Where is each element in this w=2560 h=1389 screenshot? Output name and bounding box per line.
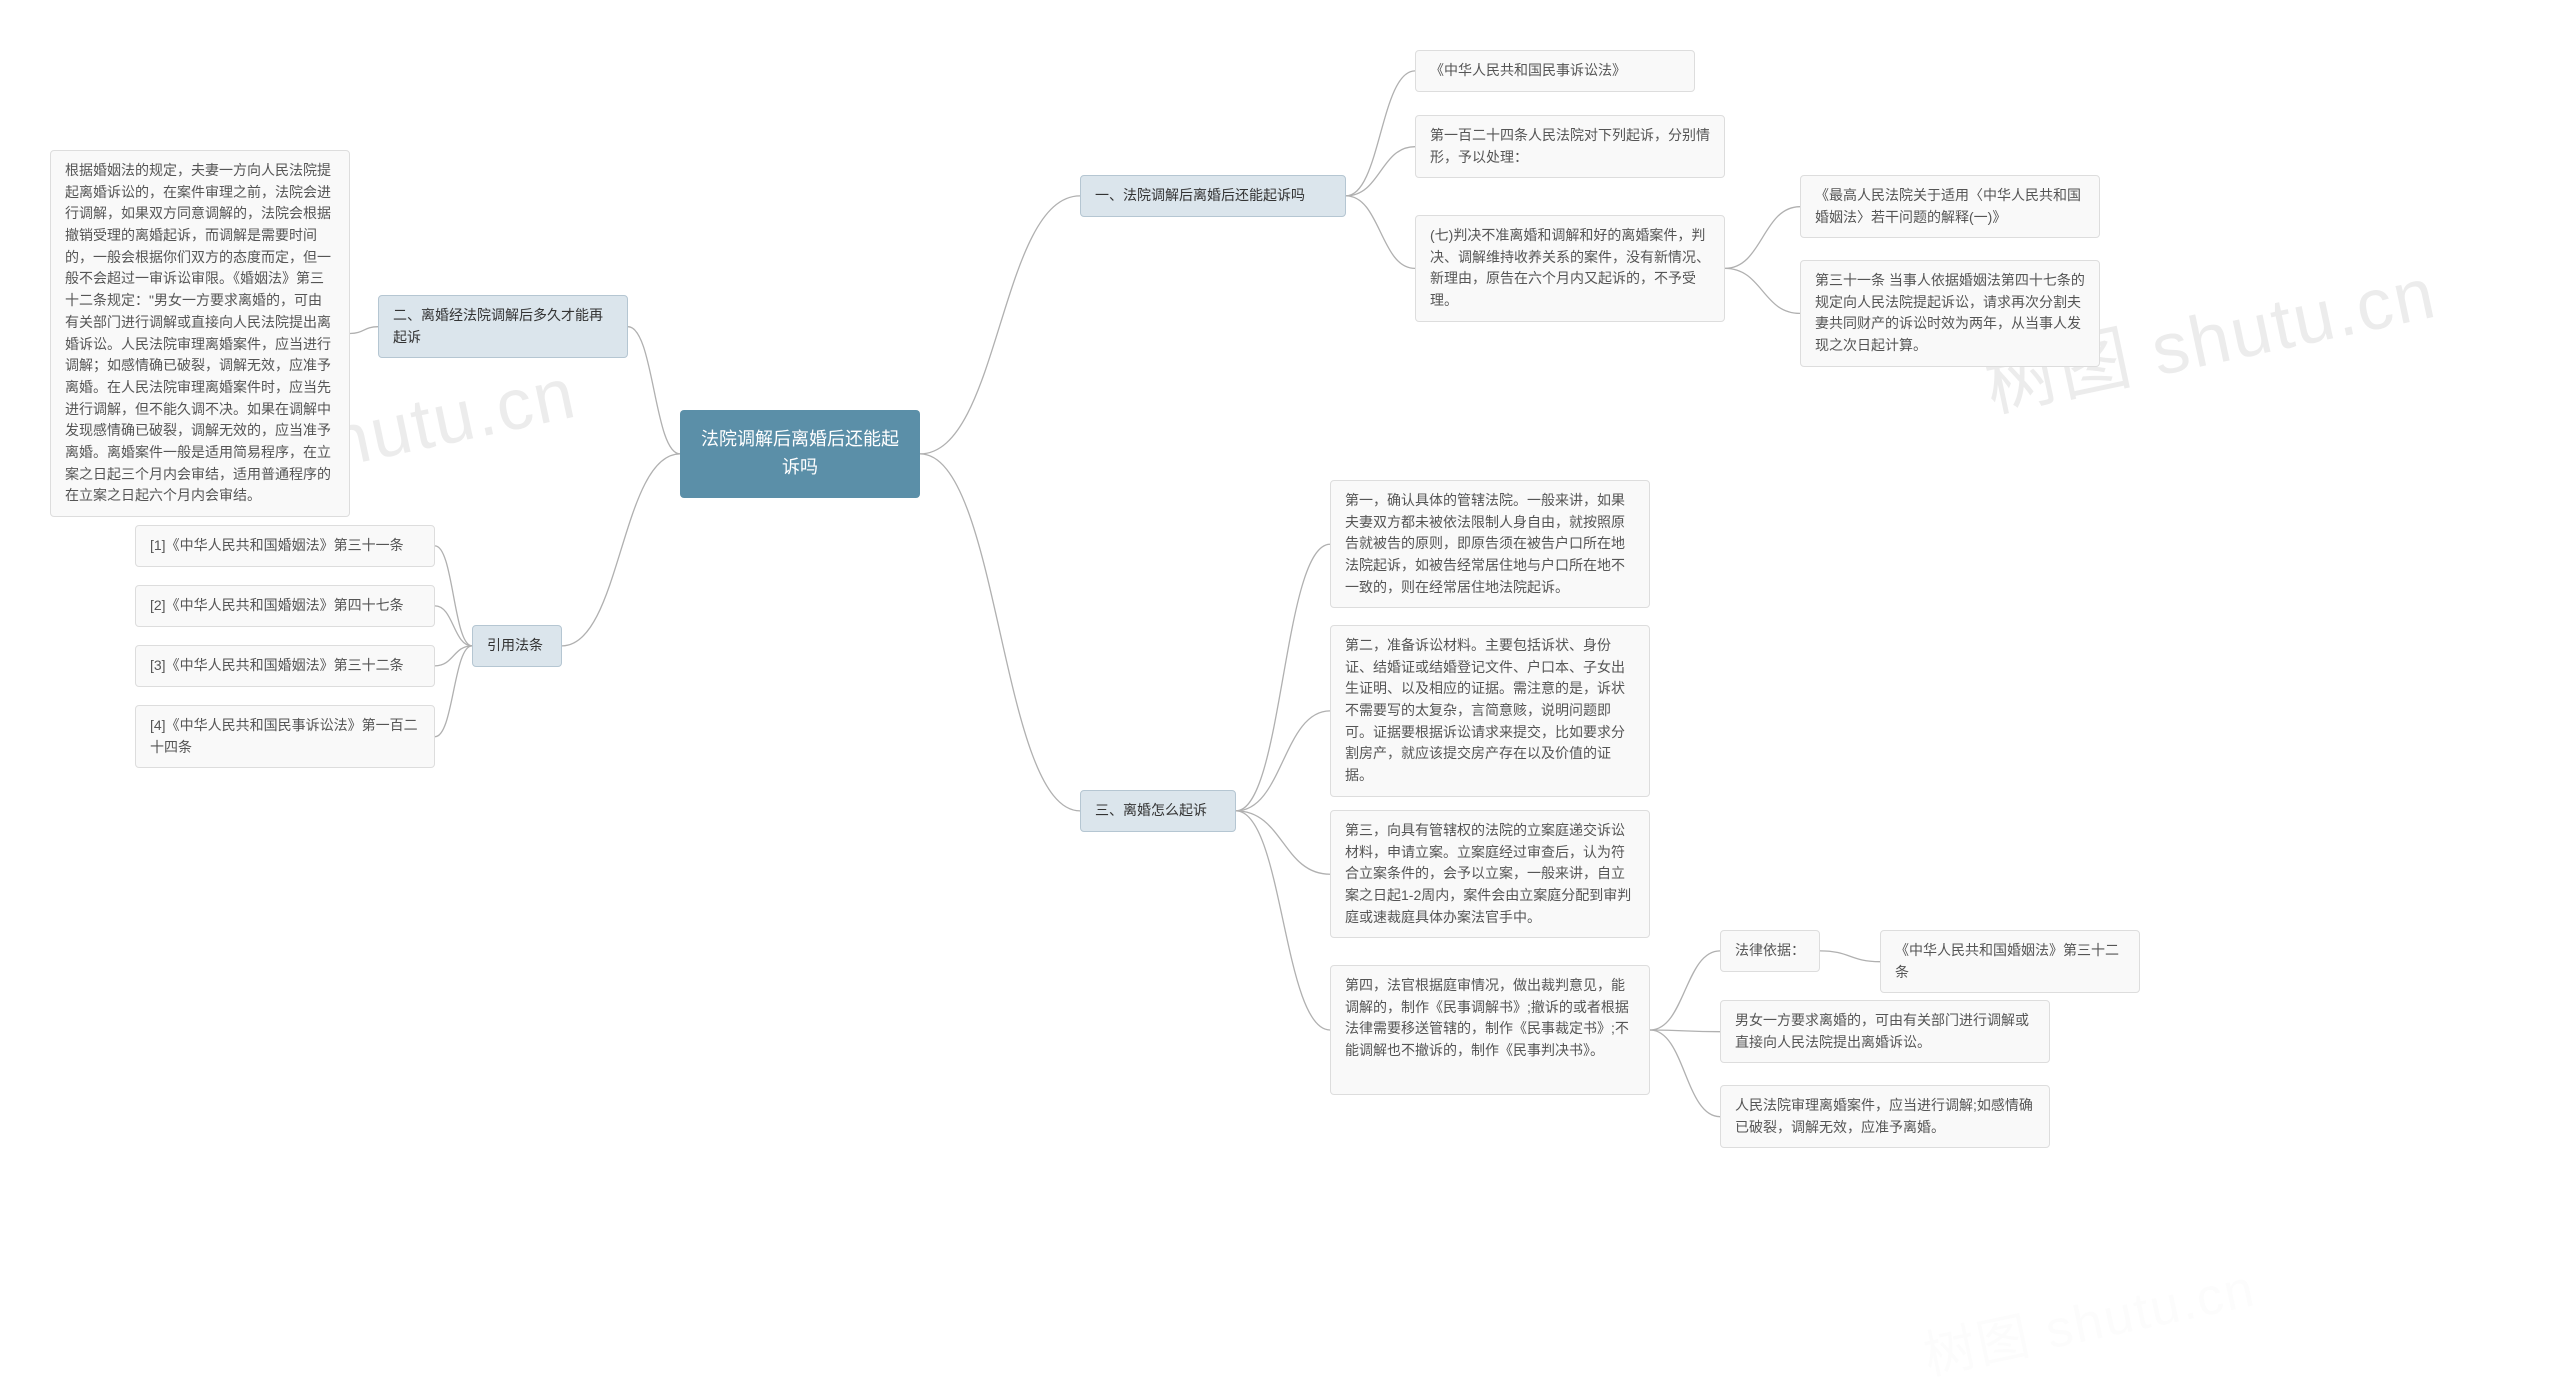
leaf-node[interactable]: (七)判决不准离婚和调解和好的离婚案件，判决、调解维持收养关系的案件，没有新情况… [1415, 215, 1725, 322]
leaf-node[interactable]: [4]《中华人民共和国民事诉讼法》第一百二十四条 [135, 705, 435, 768]
leaf-node[interactable]: 《中华人民共和国民事诉讼法》 [1415, 50, 1695, 92]
leaf-node[interactable]: 根据婚姻法的规定，夫妻一方向人民法院提起离婚诉讼的，在案件审理之前，法院会进行调… [50, 150, 350, 517]
mindmap-root-node[interactable]: 法院调解后离婚后还能起诉吗 [680, 410, 920, 498]
leaf-node[interactable]: [1]《中华人民共和国婚姻法》第三十一条 [135, 525, 435, 567]
branch-node-2[interactable]: 二、离婚经法院调解后多久才能再起诉 [378, 295, 628, 358]
leaf-node[interactable]: 人民法院审理离婚案件，应当进行调解;如感情确已破裂，调解无效，应准予离婚。 [1720, 1085, 2050, 1148]
leaf-node[interactable]: 第三十一条 当事人依据婚姻法第四十七条的规定向人民法院提起诉讼，请求再次分割夫妻… [1800, 260, 2100, 367]
leaf-node[interactable]: [3]《中华人民共和国婚姻法》第三十二条 [135, 645, 435, 687]
leaf-node[interactable]: 法律依据： [1720, 930, 1820, 972]
leaf-node[interactable]: 《中华人民共和国婚姻法》第三十二条 [1880, 930, 2140, 993]
leaf-node[interactable]: [2]《中华人民共和国婚姻法》第四十七条 [135, 585, 435, 627]
branch-node-1[interactable]: 一、法院调解后离婚后还能起诉吗 [1080, 175, 1346, 217]
leaf-node[interactable]: 第四，法官根据庭审情况，做出裁判意见，能调解的，制作《民事调解书》;撤诉的或者根… [1330, 965, 1650, 1095]
leaf-node[interactable]: 第三，向具有管辖权的法院的立案庭递交诉讼材料，申请立案。立案庭经过审查后，认为符… [1330, 810, 1650, 938]
leaf-node[interactable]: 第一，确认具体的管辖法院。一般来讲，如果夫妻双方都未被依法限制人身自由，就按照原… [1330, 480, 1650, 608]
branch-node-3[interactable]: 三、离婚怎么起诉 [1080, 790, 1236, 832]
branch-node-4[interactable]: 引用法条 [472, 625, 562, 667]
leaf-node[interactable]: 男女一方要求离婚的，可由有关部门进行调解或直接向人民法院提出离婚诉讼。 [1720, 1000, 2050, 1063]
leaf-node[interactable]: 第二，准备诉讼材料。主要包括诉状、身份证、结婚证或结婚登记文件、户口本、子女出生… [1330, 625, 1650, 797]
leaf-node[interactable]: 《最高人民法院关于适用〈中华人民共和国婚姻法〉若干问题的解释(一)》 [1800, 175, 2100, 238]
leaf-node[interactable]: 第一百二十四条人民法院对下列起诉，分别情形，予以处理： [1415, 115, 1725, 178]
